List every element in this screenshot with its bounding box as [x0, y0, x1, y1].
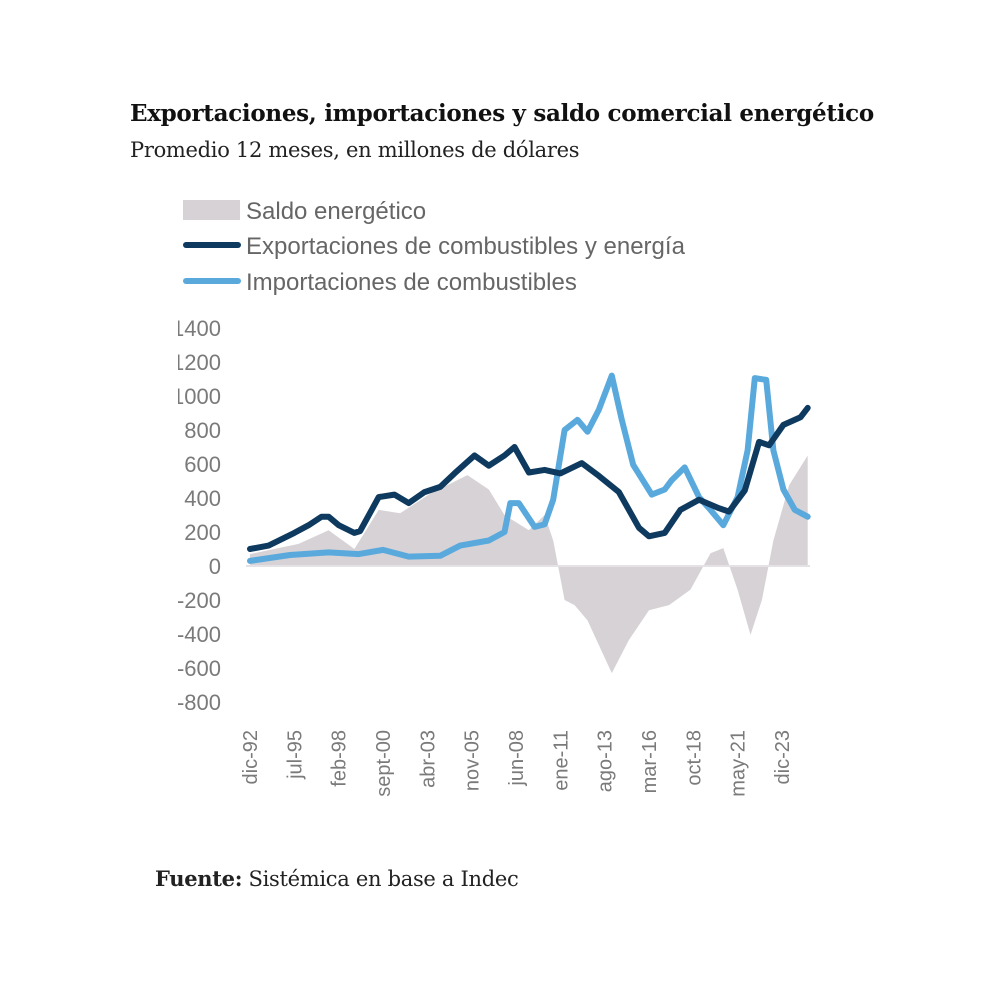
x-tick-label: nov-05 [462, 730, 484, 791]
saldo-energetico-area [250, 455, 808, 674]
legend-label: Importaciones de combustibles [246, 269, 577, 296]
y-tick-label: -400 [177, 622, 221, 647]
x-tick-label: sept-00 [373, 730, 395, 797]
source-note: Fuente: Sistémica en base a Indec [155, 866, 519, 891]
x-tick-label: dic-23 [772, 730, 794, 784]
x-tick-label: ene-11 [550, 730, 572, 791]
y-tick-label: -800 [177, 690, 221, 715]
source-label: Fuente: [155, 866, 243, 891]
x-tick-label: may-21 [728, 730, 750, 797]
y-tick-label: 800 [184, 418, 221, 443]
x-axis: dic-92 jul-95 feb-98 sept-00 abr-03 nov-05 jun… [240, 730, 794, 797]
x-tick-label: dic-92 [240, 730, 262, 784]
legend: Saldo energético Exportaciones de combust… [183, 198, 686, 296]
x-tick-label: jun-08 [506, 730, 528, 787]
x-tick-label: abr-03 [417, 730, 439, 788]
x-tick-label: ago-13 [595, 730, 617, 792]
y-tick-label: 200 [184, 520, 221, 545]
y-tick-label: 1400 [172, 316, 221, 341]
y-tick-label: -600 [177, 656, 221, 681]
legend-label: Exportaciones de combustibles y energía [246, 233, 686, 260]
y-tick-label: 600 [184, 452, 221, 477]
y-tick-label: 1000 [172, 384, 221, 409]
chart-subtitle: Promedio 12 meses, en millones de dólare… [130, 138, 580, 162]
x-tick-label: mar-16 [639, 730, 661, 793]
saldo-area-layer [246, 455, 810, 674]
y-tick-label: 0 [209, 554, 221, 579]
importaciones-line [247, 372, 811, 564]
y-axis: 1400 1200 1000 800 600 400 200 0 -200 -400 -600 -80… [172, 316, 221, 715]
legend-swatch [183, 200, 240, 220]
x-tick-label: feb-98 [329, 730, 351, 787]
y-tick-label: -200 [177, 588, 221, 613]
exportaciones-line [247, 404, 811, 552]
lines-layer [247, 372, 811, 564]
source-text: Sistémica en base a Indec [242, 867, 519, 891]
x-tick-label: jul-95 [284, 730, 306, 780]
y-tick-label: 400 [184, 486, 221, 511]
legend-label: Saldo energético [246, 198, 426, 225]
chart-title: Exportaciones, importaciones y saldo com… [130, 100, 874, 127]
y-tick-label: 1200 [172, 350, 221, 375]
x-tick-label: oct-18 [683, 730, 705, 786]
